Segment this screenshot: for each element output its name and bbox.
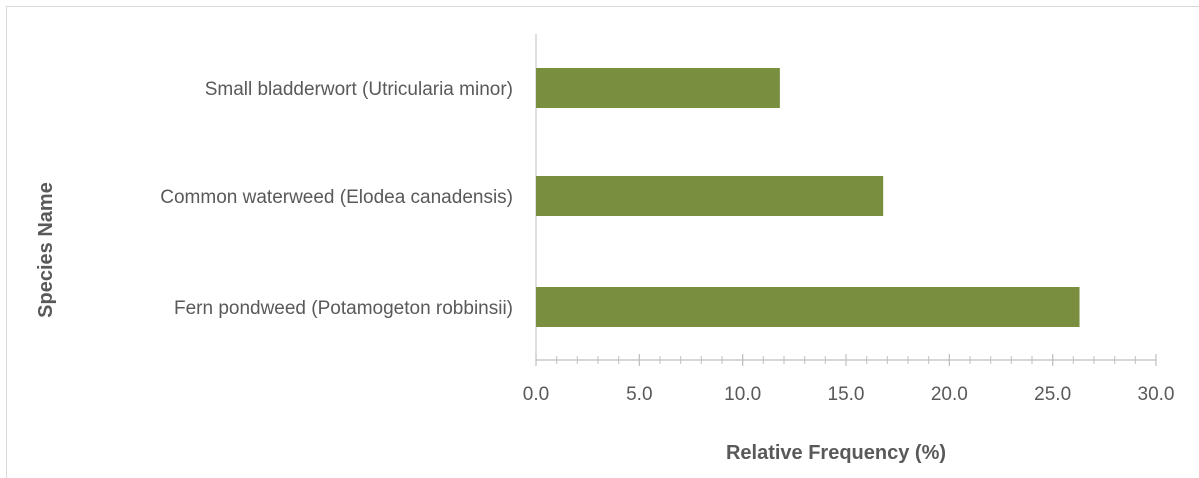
x-tick-label: 5.0 <box>626 384 652 405</box>
x-axis-title: Relative Frequency (%) <box>726 442 946 464</box>
bar <box>536 176 884 216</box>
bar <box>536 68 780 108</box>
x-tick-labels: 0.0 5.0 10.0 15.0 20.0 25.0 30.0 <box>523 384 1175 405</box>
bars-group <box>536 68 1080 327</box>
category-label: Small bladderwort (Utricularia minor) <box>205 79 513 100</box>
category-label: Common waterweed (Elodea canadensis) <box>160 187 513 208</box>
category-label: Fern pondweed (Potamogeton robbinsii) <box>174 298 513 319</box>
x-axis-major-ticks <box>535 354 1157 366</box>
bar <box>536 287 1080 327</box>
x-tick-label: 25.0 <box>1034 384 1071 405</box>
x-tick-label: 20.0 <box>931 384 968 405</box>
category-labels: Small bladderwort (Utricularia minor) Com… <box>160 79 513 319</box>
x-tick-label: 30.0 <box>1138 384 1175 405</box>
y-axis-title: Species Name <box>35 182 57 318</box>
x-tick-label: 0.0 <box>523 384 549 405</box>
x-tick-label: 15.0 <box>828 384 865 405</box>
x-tick-label: 10.0 <box>724 384 761 405</box>
